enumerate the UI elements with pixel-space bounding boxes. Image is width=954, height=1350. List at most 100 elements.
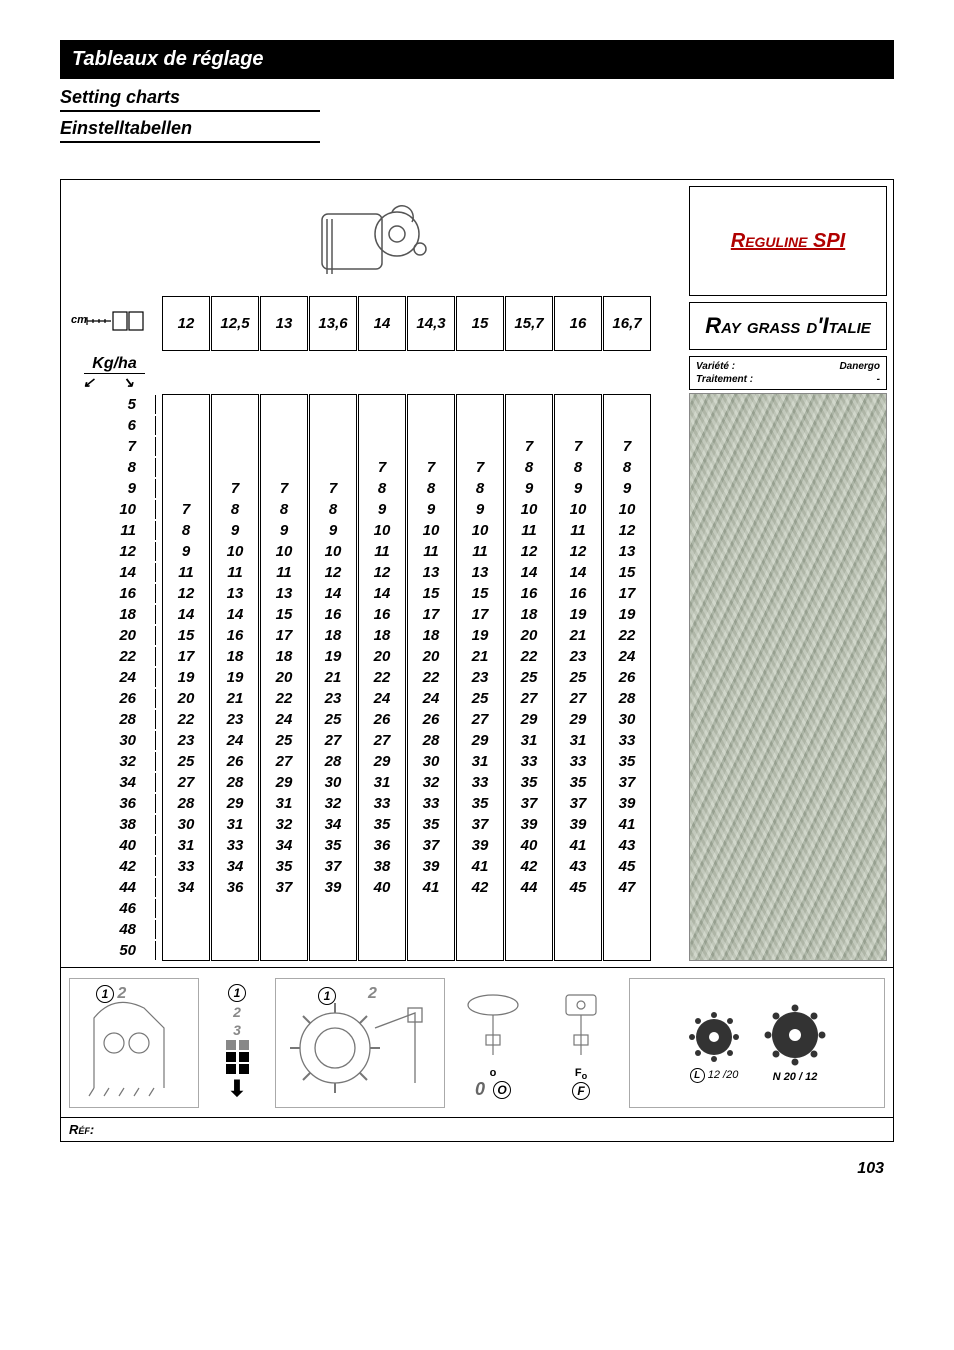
- data-cell: [603, 415, 651, 436]
- data-cell: 7: [162, 499, 210, 520]
- row-header: 18: [67, 604, 162, 625]
- data-cell: 33: [211, 835, 259, 856]
- data-cell: 41: [554, 835, 602, 856]
- data-cell: [554, 940, 602, 961]
- row-header: 9: [67, 478, 162, 499]
- data-cell: 16: [358, 604, 406, 625]
- data-cell: 35: [603, 751, 651, 772]
- data-cell: 9: [603, 478, 651, 499]
- settings-diagram-row: 1 2 1 2 3 ⬇ 1 2: [61, 967, 893, 1117]
- data-cell: 10: [211, 541, 259, 562]
- column-header: 14: [358, 296, 406, 351]
- data-cell: [407, 436, 455, 457]
- data-cell: [554, 898, 602, 919]
- data-cell: 43: [554, 856, 602, 877]
- heading-de: Einstelltabellen: [60, 118, 320, 143]
- data-cell: 27: [456, 709, 504, 730]
- row-header: 36: [67, 793, 162, 814]
- data-cell: 26: [407, 709, 455, 730]
- data-cell: 11: [407, 541, 455, 562]
- data-cell: 17: [603, 583, 651, 604]
- main-container: cm 1212,51313,61414,31515,71616,7 Kg/ha …: [60, 179, 894, 1118]
- data-cell: [260, 457, 308, 478]
- row-header: 50: [67, 940, 162, 961]
- data-cell: 28: [309, 751, 357, 772]
- data-cell: 45: [603, 856, 651, 877]
- data-cell: [456, 919, 504, 940]
- data-cell: [162, 940, 210, 961]
- data-cell: 9: [456, 499, 504, 520]
- data-cell: 35: [456, 793, 504, 814]
- row-header: 34: [67, 772, 162, 793]
- variety-value: Danergo: [839, 361, 880, 372]
- column-header: 15,7: [505, 296, 553, 351]
- data-cell: 35: [505, 772, 553, 793]
- data-cell: 24: [211, 730, 259, 751]
- data-cell: [554, 394, 602, 415]
- data-cell: 23: [162, 730, 210, 751]
- data-cell: 27: [162, 772, 210, 793]
- data-cell: 36: [358, 835, 406, 856]
- row-header: 26: [67, 688, 162, 709]
- data-cell: 37: [407, 835, 455, 856]
- page: Tableaux de réglage Setting charts Einst…: [0, 0, 954, 1208]
- data-cell: [162, 898, 210, 919]
- data-cell: [162, 478, 210, 499]
- data-cell: 18: [505, 604, 553, 625]
- data-cell: 8: [260, 499, 308, 520]
- row-header: 8: [67, 457, 162, 478]
- data-cell: 7: [603, 436, 651, 457]
- data-cell: 17: [162, 646, 210, 667]
- data-cell: 37: [603, 772, 651, 793]
- product-name: Ray grass d'Italie: [689, 302, 887, 350]
- data-cell: 29: [554, 709, 602, 730]
- data-cell: [407, 898, 455, 919]
- data-cell: 26: [603, 667, 651, 688]
- data-cell: 27: [505, 688, 553, 709]
- column-header: 13,6: [309, 296, 357, 351]
- data-cell: 20: [505, 625, 553, 646]
- data-cell: [309, 436, 357, 457]
- data-cell: [603, 919, 651, 940]
- cm-ruler-icon: cm: [67, 296, 162, 351]
- data-cell: [603, 898, 651, 919]
- data-cell: 13: [211, 583, 259, 604]
- data-cell: 34: [260, 835, 308, 856]
- row-header: 38: [67, 814, 162, 835]
- diagram-seeder: 1 2: [69, 978, 199, 1108]
- data-cell: 20: [260, 667, 308, 688]
- data-cell: [505, 394, 553, 415]
- data-cell: [309, 394, 357, 415]
- data-cell: [554, 415, 602, 436]
- data-cell: 19: [456, 625, 504, 646]
- data-cell: [162, 436, 210, 457]
- data-cell: 13: [407, 562, 455, 583]
- data-cell: 15: [603, 562, 651, 583]
- data-cell: 7: [358, 457, 406, 478]
- row-header: 7: [67, 436, 162, 457]
- data-cell: 29: [260, 772, 308, 793]
- gear-N-value: 20 / 12: [784, 1071, 818, 1083]
- data-cell: [162, 457, 210, 478]
- data-cell: 17: [456, 604, 504, 625]
- data-cell: 20: [162, 688, 210, 709]
- data-cell: 13: [456, 562, 504, 583]
- row-header: 20: [67, 625, 162, 646]
- diagram-gearwheel: 1 2: [275, 978, 445, 1108]
- mechanism-icon: [67, 186, 677, 296]
- diagram-flap-F: Fo F: [541, 978, 621, 1108]
- data-cell: 25: [505, 667, 553, 688]
- data-cell: 12: [554, 541, 602, 562]
- data-cell: 12: [358, 562, 406, 583]
- data-cell: 20: [358, 646, 406, 667]
- data-cell: 14: [554, 562, 602, 583]
- data-cell: 22: [505, 646, 553, 667]
- data-cell: 30: [309, 772, 357, 793]
- variety-label: Variété :: [696, 361, 735, 372]
- data-cell: 25: [554, 667, 602, 688]
- flap-O-label: O: [493, 1081, 511, 1099]
- data-cell: 37: [505, 793, 553, 814]
- data-cell: 38: [358, 856, 406, 877]
- data-cell: [505, 415, 553, 436]
- data-cell: [211, 415, 259, 436]
